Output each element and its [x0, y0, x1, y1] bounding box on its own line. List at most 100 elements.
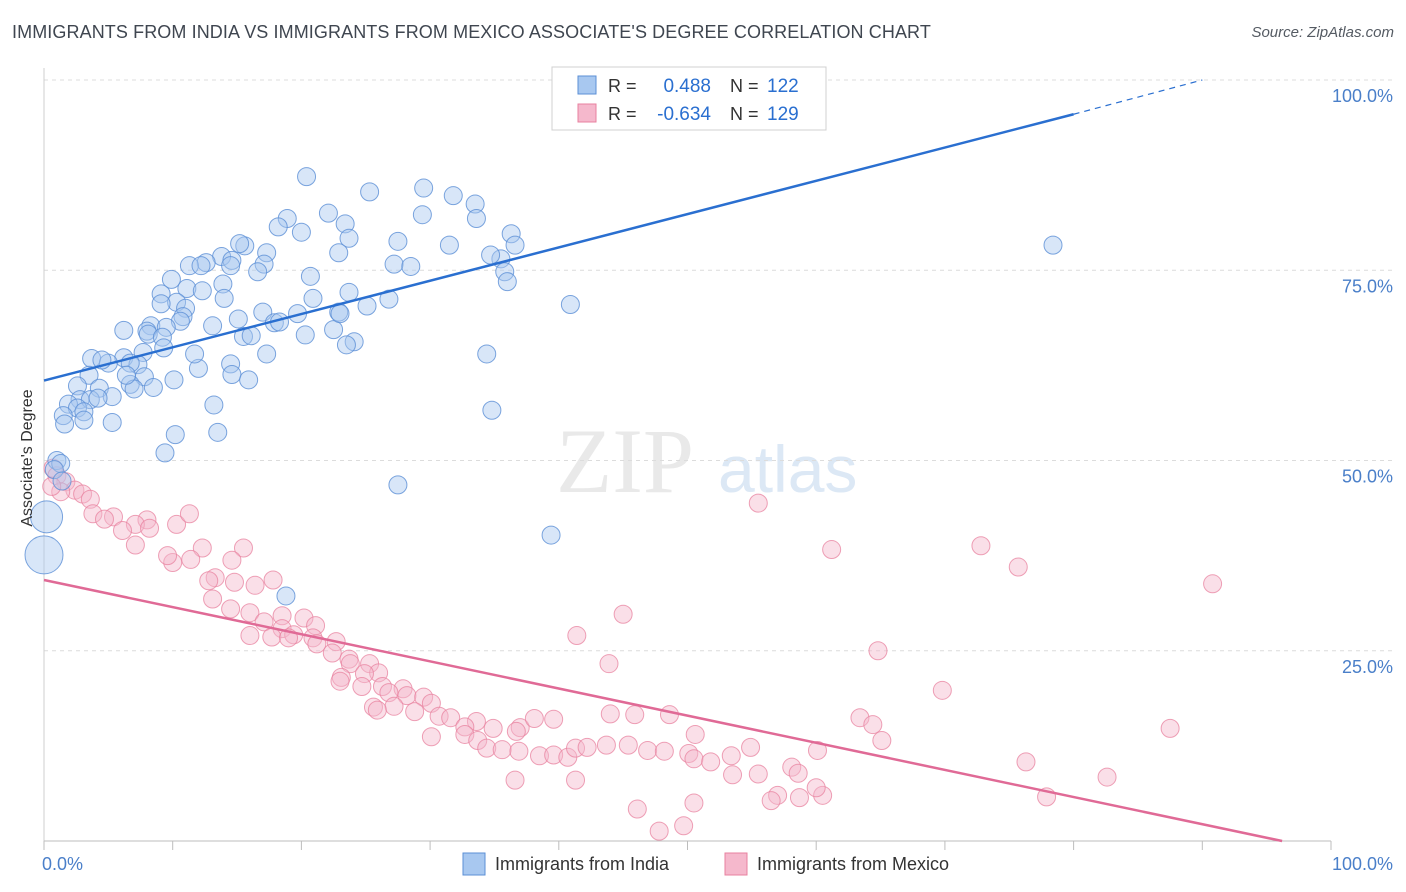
india-point	[203, 316, 223, 336]
mexico-point	[524, 708, 544, 728]
mexico-point	[224, 572, 244, 592]
mexico-point	[384, 696, 404, 716]
mexico-point	[352, 677, 372, 697]
mexico-point	[340, 654, 360, 674]
india-point	[318, 203, 338, 223]
india-point	[53, 406, 73, 426]
india-point	[291, 222, 311, 242]
india-point	[1043, 235, 1063, 255]
y-tick-label-3: 100.0%	[1332, 86, 1393, 106]
mexico-point	[529, 746, 549, 766]
watermark-zip: ZIP	[556, 410, 694, 512]
india-point	[344, 332, 364, 352]
india-point	[339, 228, 359, 248]
india-point	[230, 234, 250, 254]
india-point	[221, 256, 241, 276]
mexico-point	[405, 702, 425, 722]
series-india-points	[24, 167, 1063, 606]
mexico-point	[322, 643, 342, 663]
india-point	[204, 395, 224, 415]
tick-labels: 25.0% 50.0% 75.0% 100.0% 0.0% 100.0%	[42, 86, 1393, 874]
series-legend: Immigrants from India Immigrants from Me…	[462, 852, 949, 876]
mexico-point	[748, 493, 768, 513]
mexico-point	[599, 654, 619, 674]
mexico-point	[203, 589, 223, 609]
mexico-point	[1097, 767, 1117, 787]
india-point	[88, 388, 108, 408]
india-point	[30, 500, 64, 534]
india-point	[329, 243, 349, 263]
india-point	[335, 214, 355, 234]
mexico-point	[567, 626, 587, 646]
india-point	[185, 344, 205, 364]
mexico-point	[932, 680, 952, 700]
india-point	[164, 370, 184, 390]
mexico-point	[618, 735, 638, 755]
india-point	[102, 412, 122, 432]
mexico-point	[51, 482, 71, 502]
mexico-point	[788, 763, 808, 783]
india-point	[324, 320, 344, 340]
india-point	[276, 586, 296, 606]
mexico-point	[222, 550, 242, 570]
india-point	[297, 167, 317, 187]
india-point	[501, 224, 521, 244]
india-point	[439, 235, 459, 255]
mexico-point	[807, 740, 827, 760]
mexico-point	[221, 599, 241, 619]
mexico-point	[233, 538, 253, 558]
india-point	[161, 269, 181, 289]
mexico-point	[397, 686, 417, 706]
india-point	[116, 365, 136, 385]
chart-title: IMMIGRANTS FROM INDIA VS IMMIGRANTS FROM…	[12, 22, 931, 42]
india-point	[257, 243, 277, 263]
india-point	[177, 279, 197, 299]
india-point	[170, 311, 190, 331]
mexico-point	[654, 741, 674, 761]
india-point	[477, 344, 497, 364]
mexico-point	[806, 778, 826, 798]
mexico-point	[868, 641, 888, 661]
india-point	[74, 402, 94, 422]
mexico-point	[684, 793, 704, 813]
mexico-point	[684, 749, 704, 769]
x-tick-label-1: 100.0%	[1332, 854, 1393, 874]
mexico-point	[971, 536, 991, 556]
mexico-point	[483, 718, 503, 738]
india-point	[257, 344, 277, 364]
mexico-point	[600, 704, 620, 724]
mexico-point	[813, 785, 833, 805]
y-tick-label-2: 75.0%	[1342, 276, 1393, 296]
mexico-point	[441, 708, 461, 728]
mexico-point	[1203, 574, 1223, 594]
mexico-n-label: N =	[730, 104, 759, 124]
mexico-point	[863, 715, 883, 735]
mexico-point	[768, 785, 788, 805]
india-point	[165, 425, 185, 445]
x-tick-label-0: 0.0%	[42, 854, 83, 874]
axes	[43, 68, 1332, 850]
mexico-point	[262, 627, 282, 647]
india-point	[196, 253, 216, 273]
india-point	[143, 377, 163, 397]
mexico-point	[674, 816, 694, 836]
legend-india-label: Immigrants from India	[495, 854, 670, 874]
india-point	[412, 205, 432, 225]
india-point	[156, 317, 176, 337]
india-point	[52, 471, 72, 491]
y-tick-label-0: 25.0%	[1342, 657, 1393, 677]
series-mexico-points	[42, 458, 1223, 841]
india-point	[24, 535, 64, 575]
correlation-legend: R = 0.488 N = 122 R = -0.634 N = 129	[551, 66, 827, 131]
india-point	[235, 236, 255, 256]
india-point	[74, 410, 94, 430]
mexico-point	[748, 764, 768, 784]
india-point	[44, 460, 64, 480]
mexico-point	[42, 476, 62, 496]
legend-india-swatch	[462, 852, 486, 876]
india-point	[55, 414, 75, 434]
mexico-point	[721, 746, 741, 766]
mexico-point	[741, 737, 761, 757]
mexico-point	[596, 735, 616, 755]
